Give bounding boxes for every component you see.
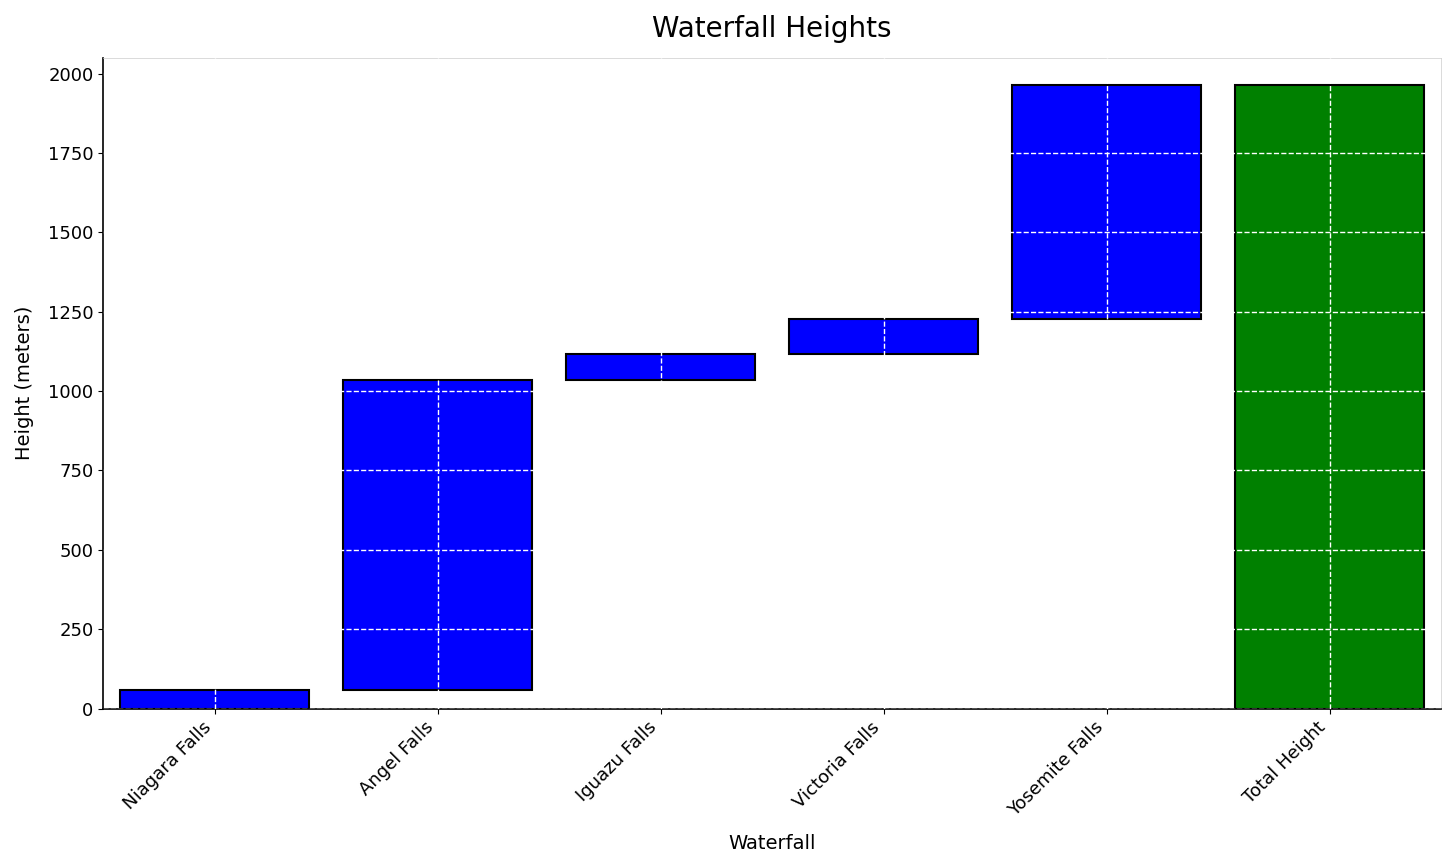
Bar [344, 379, 533, 690]
Bar [789, 319, 978, 353]
Bar [1235, 85, 1424, 708]
Title: Waterfall Heights: Waterfall Heights [652, 15, 893, 43]
X-axis label: Waterfall: Waterfall [728, 834, 815, 853]
Bar [119, 690, 310, 708]
Bar [1012, 85, 1201, 319]
Y-axis label: Height (meters): Height (meters) [15, 306, 33, 460]
Bar [566, 353, 756, 379]
